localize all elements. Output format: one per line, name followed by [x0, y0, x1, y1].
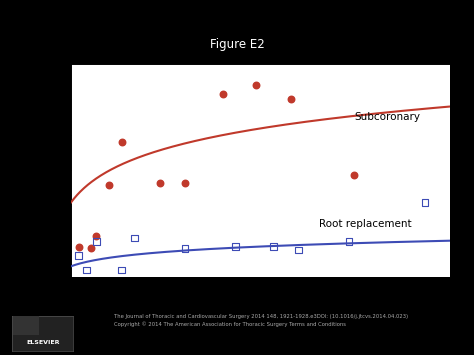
Point — [88, 246, 95, 251]
Point — [346, 239, 353, 244]
Point — [219, 91, 227, 97]
Y-axis label: Percent in AR Grade 3+ or 4+: Percent in AR Grade 3+ or 4+ — [37, 103, 46, 238]
Text: Figure E2: Figure E2 — [210, 38, 264, 51]
Point — [130, 235, 138, 241]
Text: Subcoronary: Subcoronary — [354, 112, 420, 122]
Point — [270, 244, 277, 249]
Point — [118, 139, 126, 145]
X-axis label: Years: Years — [246, 299, 275, 309]
Point — [156, 180, 164, 186]
Point — [92, 239, 100, 244]
Point — [350, 173, 358, 178]
Text: ELSEVIER: ELSEVIER — [26, 340, 59, 345]
Point — [295, 247, 302, 253]
Point — [92, 233, 100, 239]
Point — [82, 267, 90, 273]
Point — [181, 180, 189, 186]
Point — [287, 97, 295, 102]
Point — [232, 244, 239, 249]
Point — [118, 267, 126, 273]
Text: The Journal of Thoracic and Cardiovascular Surgery 2014 148, 1921-1928.e3DOI: (1: The Journal of Thoracic and Cardiovascul… — [114, 314, 408, 327]
Point — [252, 82, 259, 88]
Point — [75, 244, 82, 250]
Point — [181, 246, 189, 251]
Point — [75, 253, 82, 258]
Point — [105, 182, 113, 187]
Point — [421, 200, 429, 205]
Text: Root replacement: Root replacement — [319, 219, 411, 229]
